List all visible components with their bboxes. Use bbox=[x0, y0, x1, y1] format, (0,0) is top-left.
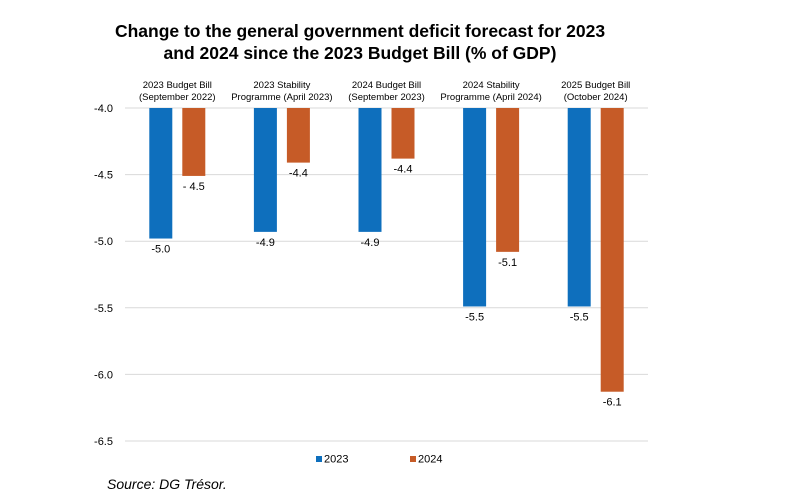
bar-2023 bbox=[149, 108, 173, 239]
bar-2024 bbox=[496, 108, 520, 252]
data-label: - 4.5 bbox=[183, 181, 205, 193]
legend-label: 2023 bbox=[324, 454, 348, 466]
bar-2023 bbox=[253, 108, 277, 232]
legend-swatch-2024 bbox=[410, 456, 416, 462]
y-tick-label: -6.5 bbox=[94, 436, 113, 448]
data-label: -4.4 bbox=[394, 164, 413, 176]
category-label: (September 2023) bbox=[348, 92, 425, 103]
bar-2024 bbox=[600, 108, 624, 392]
bar-2024 bbox=[182, 108, 206, 176]
category-label: Programme (April 2023) bbox=[231, 92, 332, 103]
legend-label: 2024 bbox=[418, 454, 442, 466]
category-label: 2025 Budget Bill bbox=[561, 80, 630, 91]
data-label: -4.9 bbox=[361, 237, 380, 249]
bar-2023 bbox=[358, 108, 382, 232]
category-label: Programme (April 2024) bbox=[440, 92, 541, 103]
category-label: 2024 Budget Bill bbox=[352, 80, 421, 91]
category-label: 2023 Budget Bill bbox=[143, 80, 212, 91]
data-label: -4.9 bbox=[256, 237, 275, 249]
legend-swatch-2023 bbox=[316, 456, 322, 462]
chart-title-line-1: Change to the general government deficit… bbox=[114, 21, 606, 41]
category-label: 2023 Stability bbox=[253, 80, 310, 91]
data-label: -5.5 bbox=[570, 311, 589, 323]
data-label: -5.0 bbox=[151, 244, 170, 256]
data-label: -5.5 bbox=[465, 311, 484, 323]
category-label: (October 2024) bbox=[564, 92, 628, 103]
bar-2024 bbox=[286, 108, 310, 163]
y-tick-label: -5.5 bbox=[94, 303, 113, 315]
chart-title-line-2: and 2024 since the 2023 Budget Bill (% o… bbox=[163, 43, 557, 63]
y-tick-label: -4.5 bbox=[94, 170, 113, 182]
bar-2024 bbox=[391, 108, 415, 159]
chart-title: Change to the general government deficit… bbox=[0, 20, 720, 64]
source-note: Source: DG Trésor. bbox=[107, 476, 227, 492]
y-tick-label: -5.0 bbox=[94, 236, 113, 248]
bar-2023 bbox=[567, 108, 591, 307]
data-label: -5.1 bbox=[498, 257, 517, 269]
y-tick-label: -6.0 bbox=[94, 369, 113, 381]
y-tick-label: -4.0 bbox=[94, 103, 113, 115]
data-label: -4.4 bbox=[289, 168, 308, 180]
category-label: (September 2022) bbox=[139, 92, 216, 103]
data-label: -6.1 bbox=[603, 397, 622, 409]
bar-2023 bbox=[463, 108, 487, 307]
category-label: 2024 Stability bbox=[463, 80, 520, 91]
